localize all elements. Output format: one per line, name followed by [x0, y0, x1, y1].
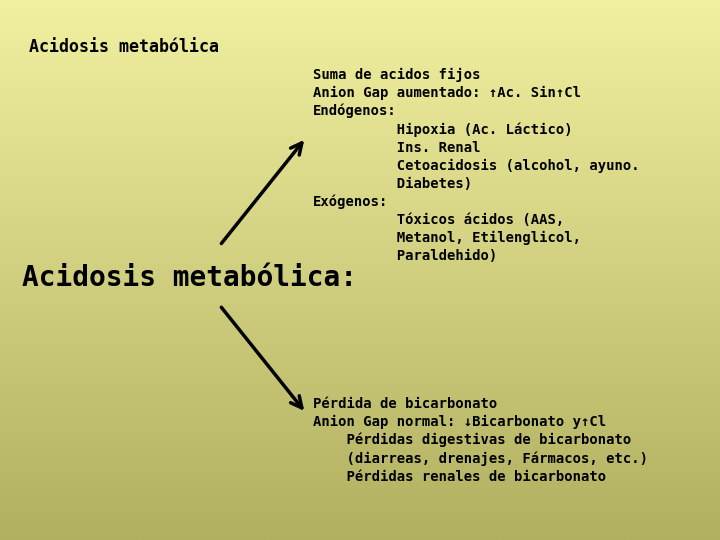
- Text: Pérdida de bicarbonato
Anion Gap normal: ↓Bicarbonato y↑Cl
    Pérdidas digestiv: Pérdida de bicarbonato Anion Gap normal:…: [313, 397, 648, 484]
- Text: Suma de acidos fijos
Anion Gap aumentado: ↑Ac. Sin↑Cl
Endógenos:
          Hipox: Suma de acidos fijos Anion Gap aumentado…: [313, 68, 640, 263]
- Text: Acidosis metabólica: Acidosis metabólica: [29, 38, 219, 56]
- Text: Acidosis metabólica:: Acidosis metabólica:: [22, 264, 356, 292]
